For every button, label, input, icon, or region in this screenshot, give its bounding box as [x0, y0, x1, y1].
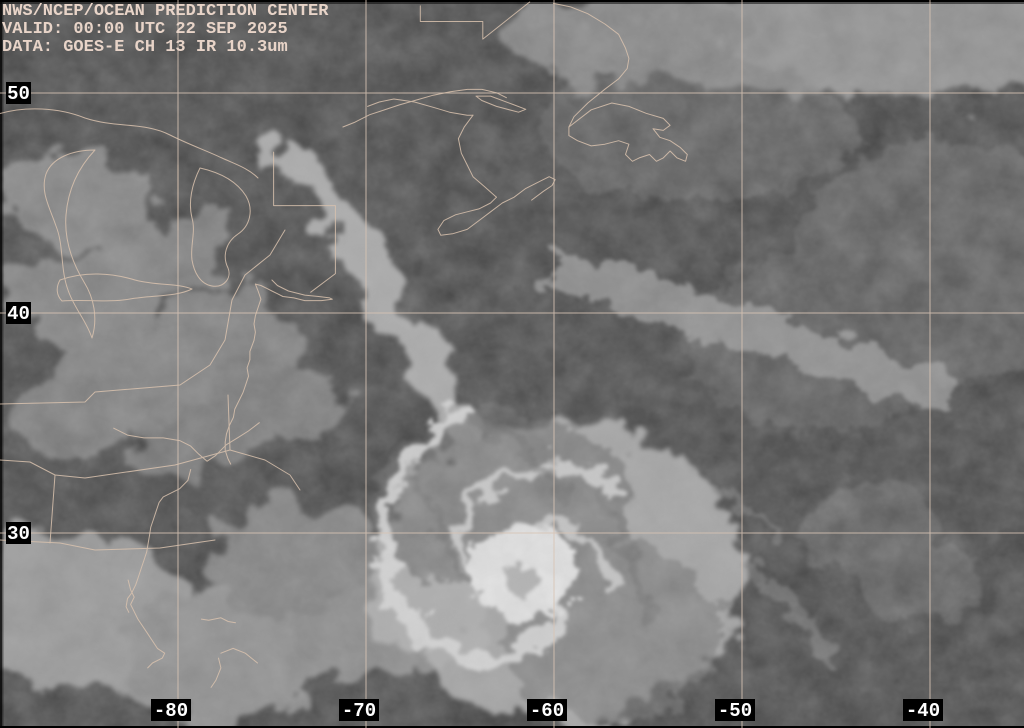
- svg-text:-50: -50: [718, 700, 752, 722]
- svg-text:DATA: GOES-E CH 13 IR 10.3um: DATA: GOES-E CH 13 IR 10.3um: [2, 38, 288, 57]
- svg-text:40: 40: [7, 303, 30, 325]
- svg-text:-80: -80: [154, 700, 188, 722]
- svg-text:VALID: 00:00 UTC 22 SEP 2025: VALID: 00:00 UTC 22 SEP 2025: [2, 20, 288, 39]
- svg-text:NWS/NCEP/OCEAN PREDICTION CENT: NWS/NCEP/OCEAN PREDICTION CENTER: [2, 2, 329, 21]
- svg-text:-40: -40: [906, 700, 940, 722]
- svg-text:30: 30: [7, 523, 30, 545]
- svg-text:-60: -60: [530, 700, 564, 722]
- svg-text:50: 50: [7, 83, 30, 105]
- svg-text:-70: -70: [342, 700, 376, 722]
